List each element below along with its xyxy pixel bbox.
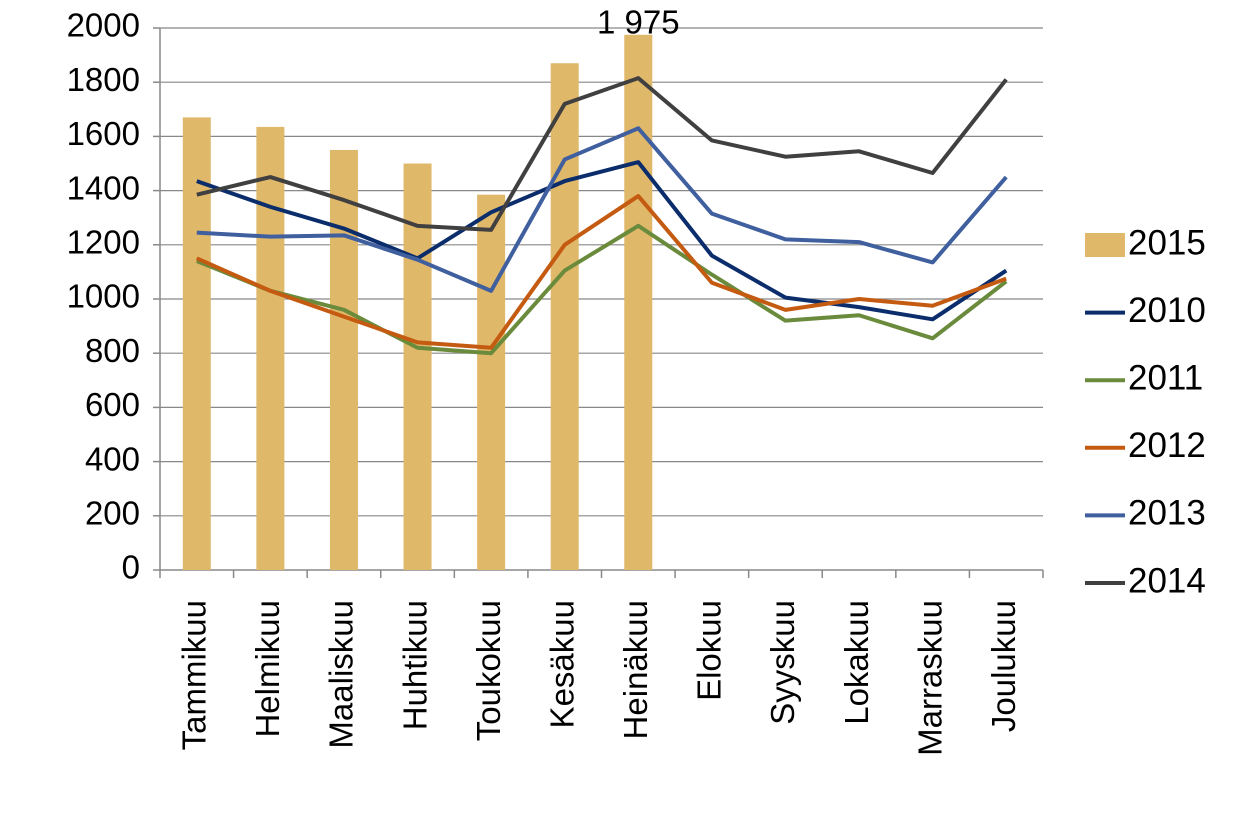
line <box>195 194 1007 350</box>
x-tick-label: Kesäkuu <box>543 600 580 728</box>
y-tick-label: 200 <box>85 495 140 532</box>
x-tick-label: Toukokuu <box>470 600 507 741</box>
data-label: 1 975 <box>597 3 680 40</box>
line <box>196 76 1008 232</box>
x-tick-label: Marraskuu <box>911 600 948 756</box>
legend-label: 2014 <box>1128 561 1206 600</box>
y-tick-label: 0 <box>122 549 140 586</box>
y-tick-label: 1600 <box>67 115 140 152</box>
y-tick-label: 2000 <box>67 7 140 44</box>
line <box>196 223 1008 356</box>
bar <box>624 34 653 570</box>
x-tick-label: Maaliskuu <box>323 600 360 749</box>
x-tick-label: Heinäkuu <box>617 600 654 739</box>
legend-label: 2015 <box>1128 223 1206 262</box>
bar <box>550 63 579 570</box>
bar <box>477 194 506 571</box>
legend-swatch <box>1085 233 1125 257</box>
legend-label: 2012 <box>1128 426 1206 465</box>
x-tick-label: Huhtikuu <box>396 600 433 730</box>
x-tick-label: Tammikuu <box>176 600 213 750</box>
line <box>196 160 1008 322</box>
bar <box>403 163 432 570</box>
legend-label: 2011 <box>1128 358 1203 397</box>
y-tick-label: 600 <box>85 386 140 423</box>
bar <box>329 149 358 570</box>
y-tick-label: 1800 <box>67 61 140 98</box>
x-tick-label: Syyskuu <box>764 600 801 725</box>
y-tick-label: 1000 <box>67 278 140 315</box>
y-tick-label: 1400 <box>67 169 140 206</box>
x-tick-label: Helmikuu <box>249 600 286 738</box>
legend-label: 2013 <box>1128 494 1206 533</box>
x-tick-label: Elokuu <box>691 600 728 701</box>
legend-label: 2010 <box>1128 291 1206 330</box>
line <box>196 126 1008 293</box>
y-tick-label: 400 <box>85 440 140 477</box>
bar <box>256 126 285 570</box>
x-tick-label: Lokakuu <box>838 600 875 725</box>
y-tick-label: 800 <box>85 332 140 369</box>
y-tick-label: 1200 <box>67 224 140 261</box>
x-tick-label: Joulukuu <box>985 600 1022 732</box>
